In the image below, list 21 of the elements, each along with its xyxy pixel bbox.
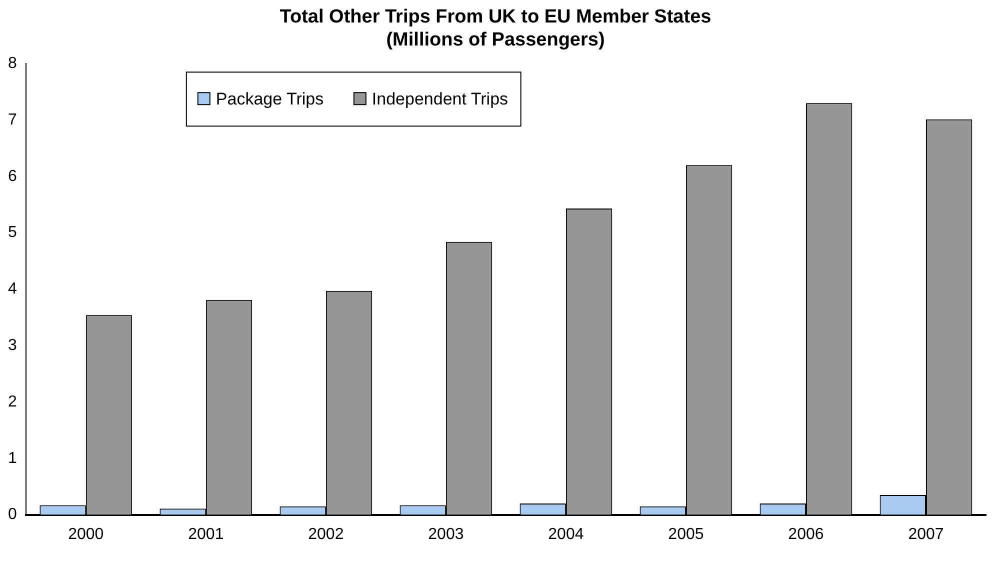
legend-label: Package Trips [216,89,324,108]
y-tick-label: 1 [8,450,17,467]
legend-label: Independent Trips [372,89,508,108]
x-tick-label: 2004 [548,526,584,543]
y-tick-label: 7 [8,111,17,128]
y-tick-label: 2 [8,393,17,410]
x-tick-label: 2001 [188,526,224,543]
y-tick-label: 6 [8,168,17,185]
x-tick-label: 2007 [908,526,944,543]
y-tick-label: 8 [8,55,17,72]
y-tick-label: 3 [8,337,17,354]
text: (Millions of Passengers) [386,29,605,50]
y-tick-label: 4 [8,280,17,298]
x-tick-label: 2002 [308,526,344,543]
x-tick-label: 2000 [68,526,104,543]
y-tick-label: 5 [8,224,17,242]
x-tick-label: 2003 [428,526,464,543]
x-tick-label: 2006 [788,526,824,543]
text: Total Other Trips From UK to EU Member States [280,6,712,28]
y-tick-label: 0 [8,506,17,524]
x-tick-label: 2005 [668,526,704,543]
